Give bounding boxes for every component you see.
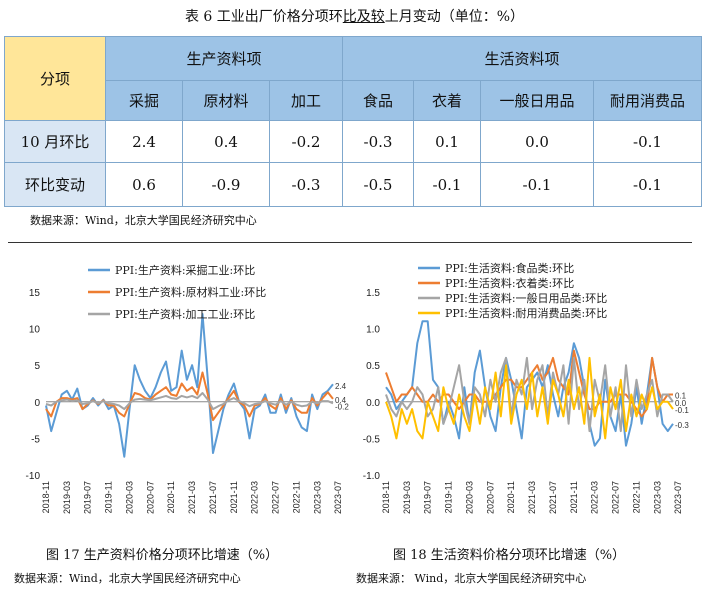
chart18-ytick-label: -1.0 — [363, 471, 381, 482]
chart17-legend-label: PPI:生产资料:加工工业:环比 — [115, 307, 255, 321]
chart18-series-line-2 — [385, 356, 674, 433]
chart18-xtick-label: 2018-11 — [381, 481, 391, 513]
chart18-caption: 图 18 生活资料价格分项环比增速（%） — [393, 548, 626, 563]
chart17-xtick-label: 2021-11 — [229, 481, 239, 513]
group-header-production: 生产资料项 — [105, 36, 343, 81]
ppi-breakdown-table: 分项 生产资料项 生活资料项 采掘 原材料 加工 食品 衣着 一般日用品 耐用消… — [4, 36, 702, 207]
table-title: 表 6 工业出厂价格分项环比及较上月变动（单位：%） — [184, 9, 525, 25]
table-cell: 0.6 — [105, 162, 183, 207]
chart18-legend-label: PPI:生活资料:食品类:环比 — [445, 261, 574, 275]
chart17-xtick-label: 2022-11 — [291, 481, 301, 513]
chart17-ytick-label: 5 — [34, 361, 40, 372]
chart17-xtick-label: 2022-07 — [271, 481, 281, 514]
chart18-xtick-label: 2019-11 — [444, 481, 454, 513]
chart18-source: 数据来源： Wind，北京大学国民经济研究中心 — [356, 572, 587, 585]
chart18-xtick-label: 2020-11 — [506, 481, 516, 513]
table-cell: 0.0 — [480, 120, 594, 163]
chart17-legend-label: PPI:生产资料:原材料工业:环比 — [115, 285, 266, 299]
chart17-xtick-label: 2021-07 — [208, 481, 218, 514]
chart17-series-line-2 — [45, 392, 334, 411]
col-header: 加工 — [269, 80, 343, 121]
chart17-ytick-label: 10 — [29, 325, 41, 336]
chart18-xtick-label: 2021-11 — [569, 481, 579, 513]
chart18-ytick-label: 0.0 — [366, 398, 380, 409]
chart18-legend-label: PPI:生活资料:耐用消费品类:环比 — [445, 306, 607, 320]
chart17-legend-label: PPI:生产资料:采掘工业:环比 — [115, 263, 255, 277]
chart18-end-label: 0.0 — [675, 399, 687, 408]
chart17-xtick-label: 2023-03 — [312, 481, 322, 514]
table-cell: 2.4 — [105, 120, 183, 163]
chart17-xtick-label: 2023-07 — [333, 481, 343, 514]
table-cell: -0.9 — [182, 162, 270, 207]
chart18-end-label: -0.3 — [675, 421, 689, 430]
chart18-xtick-label: 2023-03 — [652, 481, 662, 514]
chart18-xtick-label: 2022-07 — [611, 481, 621, 514]
chart17-xtick-label: 2019-07 — [83, 481, 93, 514]
chart18-xtick-label: 2019-07 — [423, 481, 433, 514]
col-header: 一般日用品 — [480, 80, 594, 121]
chart17-caption: 图 17 生产资料价格分项环比增速（%） — [46, 548, 279, 563]
table-cell: -0.1 — [593, 120, 702, 163]
chart18-series-line-3 — [385, 356, 674, 440]
chart17-xtick-label: 2020-03 — [124, 481, 134, 514]
chart17-xtick-label: 2022-03 — [250, 481, 260, 514]
chart18-xtick-label: 2023-07 — [673, 481, 683, 514]
chart17-ytick-label: -5 — [31, 434, 40, 445]
chart17-xtick-label: 2019-11 — [104, 481, 114, 513]
chart18-end-label: 0.1 — [675, 391, 687, 400]
row-label: 环比变动 — [4, 162, 106, 207]
chart18-xtick-label: 2020-07 — [485, 481, 495, 514]
chart17-end-label: 2.4 — [335, 382, 347, 391]
table-cell: 0.4 — [182, 120, 270, 163]
chart17-source: 数据来源：Wind，北京大学国民经济研究中心 — [14, 572, 241, 585]
chart17-end-label: 0.4 — [335, 396, 347, 405]
row-label: 10 月环比 — [4, 120, 106, 163]
col-header: 耐用消费品 — [593, 80, 702, 121]
table-cell: -0.2 — [269, 120, 343, 163]
chart17-ytick-label: 0 — [34, 398, 40, 409]
table-source: 数据来源：Wind，北京大学国民经济研究中心 — [30, 214, 257, 227]
chart17-xtick-label: 2019-03 — [62, 481, 72, 514]
table-cell: -0.1 — [413, 162, 481, 207]
chart18-xtick-label: 2019-03 — [402, 481, 412, 514]
chart17-xtick-label: 2020-11 — [166, 481, 176, 513]
col-header: 食品 — [342, 80, 414, 121]
group-header-living: 生活资料项 — [342, 36, 702, 81]
chart18-ytick-label: -0.5 — [363, 434, 381, 445]
col-header: 采掘 — [105, 80, 183, 121]
corner-header: 分项 — [4, 36, 106, 121]
chart17-series-line-0 — [45, 313, 334, 458]
chart18-xtick-label: 2021-07 — [548, 481, 558, 514]
chart18-xtick-label: 2022-11 — [631, 481, 641, 513]
chart17-xtick-label: 2018-11 — [41, 481, 51, 513]
chart18-end-label: -0.1 — [675, 406, 689, 415]
table-cell: -0.1 — [593, 162, 702, 207]
table-cell: -0.5 — [342, 162, 414, 207]
chart17-xtick-label: 2020-07 — [145, 481, 155, 514]
chart18-legend-label: PPI:生活资料:一般日用品类:环比 — [445, 291, 607, 305]
chart18-legend-label: PPI:生活资料:衣着类:环比 — [445, 276, 574, 290]
chart18-ytick-label: 1.5 — [366, 288, 380, 299]
chart18-xtick-label: 2020-03 — [464, 481, 474, 514]
chart17-end-label: -0.2 — [335, 402, 349, 411]
chart18-ytick-label: 0.5 — [366, 361, 380, 372]
table-cell: -0.3 — [342, 120, 414, 163]
chart18-xtick-label: 2021-03 — [527, 481, 537, 514]
col-header: 衣着 — [413, 80, 481, 121]
chart18-ytick-label: 1.0 — [366, 325, 380, 336]
divider — [8, 242, 692, 243]
chart17-ytick-label: -10 — [26, 471, 41, 482]
chart17-xtick-label: 2021-03 — [187, 481, 197, 514]
chart17-ytick-label: 15 — [29, 288, 41, 299]
chart18-xtick-label: 2022-03 — [590, 481, 600, 514]
